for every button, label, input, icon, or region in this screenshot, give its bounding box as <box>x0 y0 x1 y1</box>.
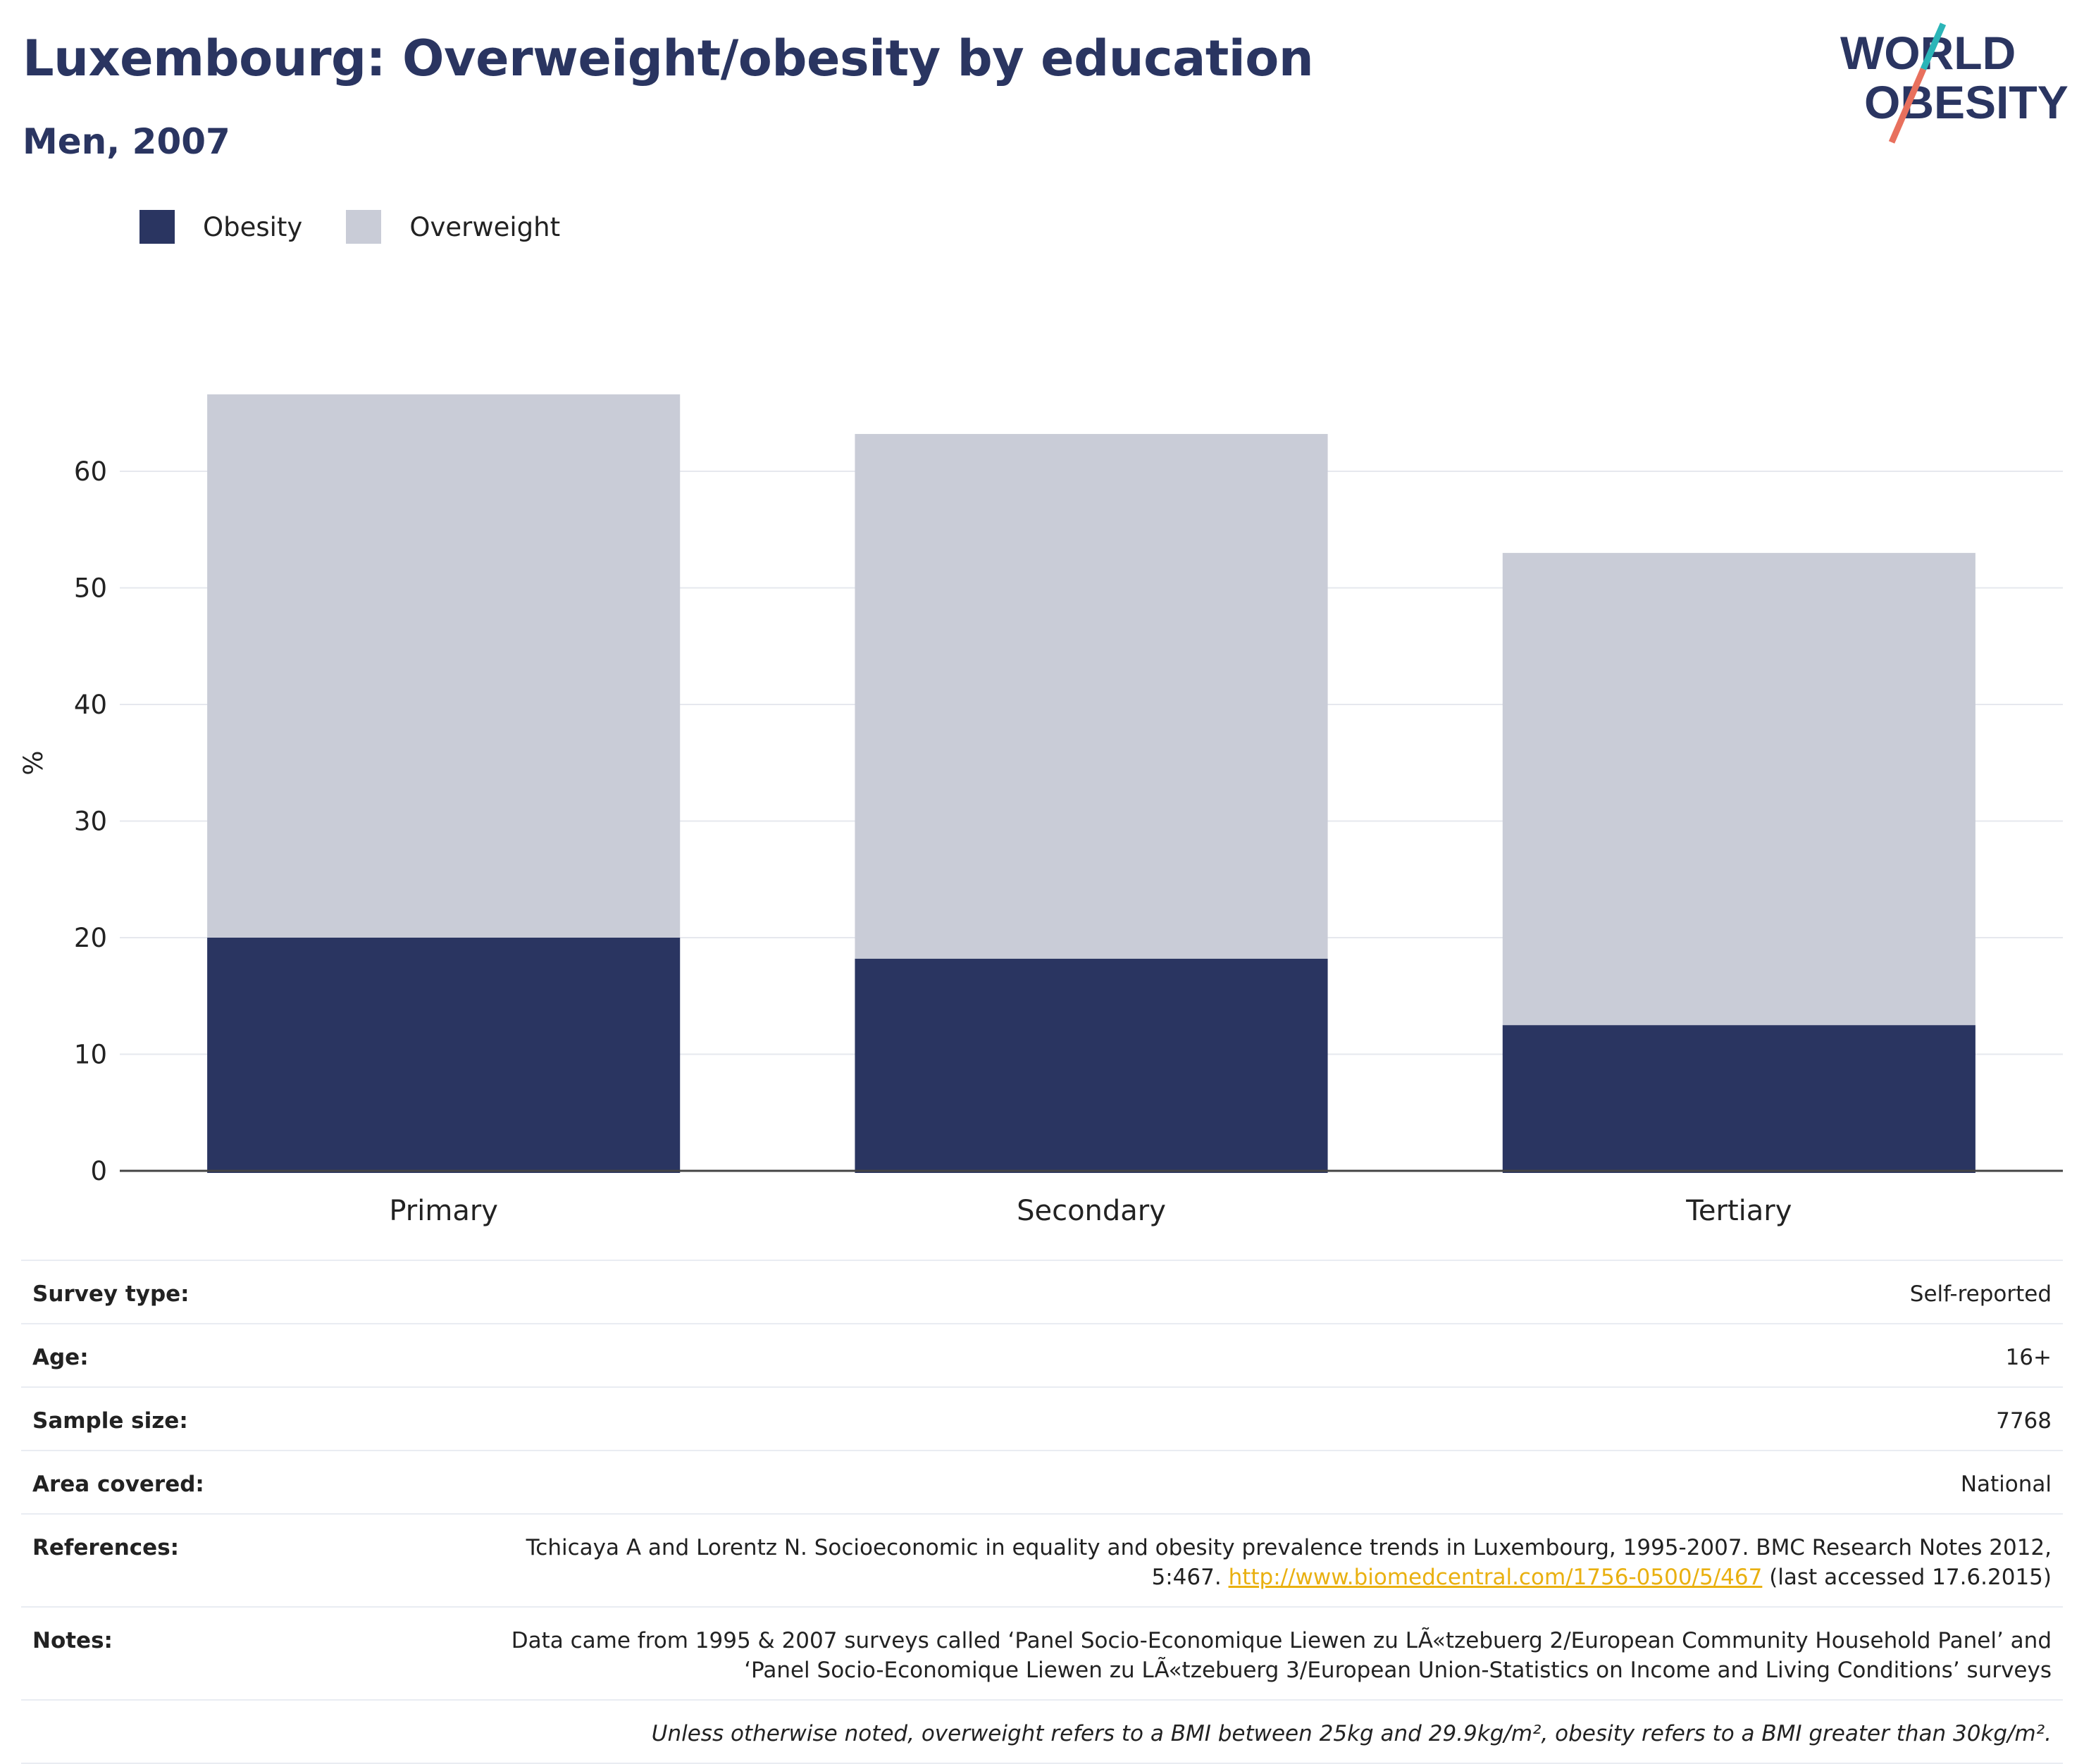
logo-slash-bottom <box>1888 68 1927 144</box>
x-tick-label: Secondary <box>1017 1195 1166 1227</box>
bar-obesity-primary <box>207 938 681 1173</box>
reference-link[interactable]: http://www.biomedcentral.com/1756-0500/5… <box>1228 1565 1763 1590</box>
references-accessed: (last accessed 17.6.2015) <box>1769 1565 2052 1590</box>
legend-label-overweight: Overweight <box>409 211 561 242</box>
references-row: References: Tchicaya A and Lorentz N. So… <box>21 1513 2063 1606</box>
bar-overweight-secondary <box>855 434 1328 959</box>
legend-swatch-obesity <box>139 210 175 244</box>
y-tick-label: 30 <box>74 807 107 837</box>
x-tick-label: Primary <box>389 1195 498 1227</box>
bmi-footnote: Unless otherwise noted, overweight refer… <box>651 1721 2052 1746</box>
age-row: Age: 16+ <box>21 1323 2063 1386</box>
legend-label-obesity: Obesity <box>203 211 303 242</box>
y-tick-label: 0 <box>90 1156 107 1186</box>
y-axis-title: % <box>18 750 49 775</box>
legend-item-obesity[interactable]: Obesity <box>139 210 302 244</box>
y-tick-label: 10 <box>74 1040 107 1070</box>
age-label: Age: <box>32 1345 89 1370</box>
y-tick-label: 50 <box>74 573 107 604</box>
world-obesity-logo: WORLD OBESITY <box>1840 23 2069 144</box>
survey-type-row: Survey type: Self-reported <box>21 1260 2063 1323</box>
notes-row: Notes: Data came from 1995 & 2007 survey… <box>21 1606 2063 1699</box>
y-tick-label: 40 <box>74 690 107 720</box>
notes-label: Notes: <box>32 1628 113 1653</box>
sample-size-label: Sample size: <box>32 1408 188 1434</box>
sample-size-value: 7768 <box>1996 1408 2052 1434</box>
survey-info-table: Survey type: Self-reported Age: 16+ Samp… <box>21 1260 2063 1764</box>
references-label: References: <box>32 1535 180 1560</box>
footnote-row: Unless otherwise noted, overweight refer… <box>21 1699 2063 1764</box>
references-text: Tchicaya A and Lorentz N. Socioeconomic … <box>526 1535 2052 1590</box>
x-tick-label: Tertiary <box>1685 1195 1792 1227</box>
bar-obesity-tertiary <box>1502 1025 1976 1173</box>
y-tick-label: 20 <box>74 923 107 953</box>
y-tick-label: 60 <box>74 456 107 487</box>
area-covered-value: National <box>1960 1472 2052 1497</box>
survey-type-value: Self-reported <box>1909 1281 2052 1307</box>
bar-obesity-secondary <box>855 958 1328 1173</box>
chart-legend: Obesity Overweight <box>139 210 604 244</box>
references-value: Tchicaya A and Lorentz N. Socioeconomic … <box>473 1533 2052 1592</box>
area-covered-row: Area covered: National <box>21 1450 2063 1513</box>
stacked-bar-chart: 0 10 20 30 40 50 60% Primary Secondary Tertiary <box>18 394 2063 1227</box>
chart-subtitle: Men, 2007 <box>23 121 230 162</box>
bar-overweight-tertiary <box>1502 552 1976 1026</box>
legend-swatch-overweight <box>346 210 382 244</box>
chart-title: Luxembourg: Overweight/obesity by educat… <box>23 30 1314 87</box>
logo-slash-top <box>1920 23 1947 70</box>
age-value: 16+ <box>2005 1345 2052 1370</box>
sample-size-row: Sample size: 7768 <box>21 1386 2063 1450</box>
notes-value: Data came from 1995 & 2007 surveys calle… <box>511 1628 2052 1683</box>
survey-type-label: Survey type: <box>32 1281 190 1307</box>
legend-item-overweight[interactable]: Overweight <box>346 210 560 244</box>
bar-overweight-primary <box>207 394 681 938</box>
area-covered-label: Area covered: <box>32 1472 204 1497</box>
